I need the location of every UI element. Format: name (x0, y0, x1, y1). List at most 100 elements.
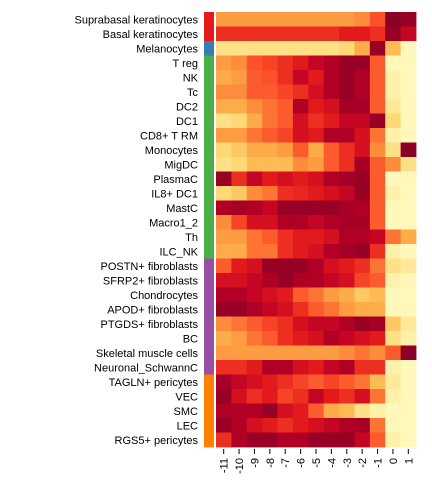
heatmap-cell (323, 26, 340, 42)
heatmap-cell (292, 316, 309, 332)
heatmap-cell (231, 418, 248, 433)
heatmap-cell (231, 432, 248, 448)
heatmap-cell (339, 418, 355, 433)
heatmap-cell (385, 345, 402, 361)
heatmap-cell (262, 41, 278, 56)
heatmap-cell (400, 244, 417, 259)
heatmap-cell (292, 244, 309, 259)
heatmap-cell (277, 287, 294, 303)
heatmap-cell (216, 41, 232, 56)
heatmap-cell (277, 418, 294, 433)
heatmap-cell (339, 331, 355, 346)
heatmap-cell (277, 99, 294, 114)
heatmap-cell (277, 258, 294, 274)
heatmap-cell (323, 360, 340, 375)
heatmap-cell (354, 12, 371, 27)
heatmap-cell (231, 374, 248, 390)
heatmap-cell (323, 244, 340, 259)
heatmap-cell (246, 157, 263, 172)
heatmap-cell (231, 215, 248, 230)
heatmap-cell (262, 374, 278, 390)
heatmap-cell (231, 258, 248, 274)
heatmap-cell (216, 345, 232, 361)
heatmap-cell (323, 316, 340, 332)
heatmap-cell (246, 142, 263, 158)
heatmap-cell (308, 12, 325, 27)
heatmap-cell (323, 70, 340, 85)
heatmap-cell (246, 287, 263, 303)
heatmap-cell (231, 26, 248, 42)
heatmap-cell (292, 331, 309, 346)
heatmap-cell (308, 70, 325, 85)
heatmap-cell (216, 142, 232, 158)
column-labels: -11 -10 -9 -8 -7 -6 -5 -4 -3 -2 -1 0 1 (219, 458, 416, 474)
heatmap-cell (262, 331, 278, 346)
heatmap-cell (354, 287, 371, 303)
heatmap-cell (246, 171, 263, 187)
heatmap-cell (354, 244, 371, 259)
heatmap-cell (308, 157, 325, 172)
heatmap-cell (339, 229, 355, 245)
heatmap-cell (354, 99, 371, 114)
heatmap-cell (369, 258, 386, 274)
row-label: Melanocytes (136, 43, 198, 55)
heatmap-cell (308, 403, 325, 419)
heatmap-cell (308, 360, 325, 375)
row-label: SMC (174, 406, 199, 418)
heatmap-cell (308, 258, 325, 274)
heatmap-cell (323, 113, 340, 129)
heatmap-cell (400, 302, 417, 317)
heatmap-cell (277, 70, 294, 85)
heatmap-cell (246, 432, 263, 448)
column-label: -9 (249, 458, 261, 468)
heatmap-cell (262, 287, 278, 303)
heatmap-cell (323, 200, 340, 216)
heatmap-cell (277, 403, 294, 419)
heatmap-cell (400, 142, 417, 158)
row-group-segment (204, 41, 214, 56)
heatmap-cell (246, 113, 263, 129)
heatmap-cell (308, 113, 325, 129)
row-label: VEC (175, 391, 198, 403)
heatmap-cell (385, 258, 402, 274)
heatmap-cell (277, 171, 294, 187)
heatmap-cell (262, 186, 278, 201)
heatmap-cell (308, 432, 325, 448)
heatmap-cell (369, 41, 386, 56)
heatmap-cell (339, 12, 355, 27)
heatmap-cell (323, 157, 340, 172)
heatmap-cell (339, 84, 355, 100)
heatmap-cell (400, 374, 417, 390)
heatmap-cell (231, 128, 248, 143)
heatmap-cell (400, 84, 417, 100)
heatmap-cell (231, 55, 248, 71)
heatmap-cell (339, 99, 355, 114)
column-label: -3 (342, 458, 354, 468)
row-label: POSTN+ fibroblasts (100, 261, 198, 273)
heatmap-cell (216, 12, 232, 27)
heatmap-cell (216, 258, 232, 274)
heatmap-cell (323, 55, 340, 71)
heatmap-cell (339, 41, 355, 56)
heatmap-cell (354, 374, 371, 390)
column-label: -4 (326, 458, 338, 468)
heatmap-cell (354, 432, 371, 448)
heatmap-cell (216, 26, 232, 42)
heatmap-cell (308, 389, 325, 404)
heatmap-cell (262, 55, 278, 71)
heatmap-cell (385, 128, 402, 143)
heatmap-cell (385, 287, 402, 303)
row-label: APOD+ fibroblasts (107, 304, 198, 316)
heatmap-cell (216, 374, 232, 390)
column-label: -5 (311, 458, 323, 468)
column-label: -1 (373, 458, 385, 468)
heatmap-cell (216, 215, 232, 230)
heatmap-cell (308, 244, 325, 259)
heatmap-cell (292, 171, 309, 187)
heatmap-cell (385, 389, 402, 404)
heatmap-cell (339, 186, 355, 201)
heatmap-cell (216, 432, 232, 448)
heatmap-cell (339, 302, 355, 317)
heatmap-cell (400, 200, 417, 216)
